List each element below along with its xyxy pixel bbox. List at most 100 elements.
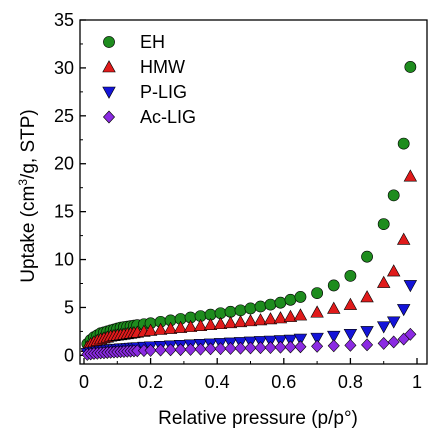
data-point <box>396 232 411 245</box>
data-point <box>386 316 401 329</box>
data-point <box>361 250 373 263</box>
data-point <box>310 332 324 345</box>
series-eh <box>81 61 417 350</box>
data-point <box>284 293 297 306</box>
data-point <box>234 341 247 355</box>
data-point <box>327 279 340 292</box>
legend-item: P-LIG <box>102 82 187 102</box>
data-point <box>360 290 374 303</box>
data-point <box>233 315 248 328</box>
y-axis-title-superscript: 3 <box>16 179 30 186</box>
y-tick-label: 20 <box>54 154 74 174</box>
data-point <box>164 343 177 357</box>
y-tick-label: 30 <box>54 58 74 78</box>
data-point <box>376 275 391 288</box>
data-point <box>163 321 178 334</box>
legend-marker <box>102 110 116 124</box>
data-point <box>263 312 278 325</box>
data-point <box>344 338 357 352</box>
data-point <box>377 336 390 350</box>
data-point <box>253 313 268 326</box>
x-axis-title: Relative pressure (p/p°) <box>158 408 358 429</box>
data-point <box>293 333 308 346</box>
legend-label: Ac-LIG <box>140 107 196 127</box>
data-point <box>223 315 238 329</box>
y-tick-label: 35 <box>54 10 74 30</box>
data-point <box>154 343 167 357</box>
data-point <box>293 308 308 321</box>
data-point <box>153 322 168 335</box>
data-point <box>274 340 287 354</box>
y-tick-label: 5 <box>64 297 74 317</box>
legend-label: EH <box>140 32 165 52</box>
data-point <box>244 302 257 315</box>
data-point <box>327 339 340 353</box>
data-point <box>254 300 267 313</box>
data-point <box>264 298 277 311</box>
data-point <box>294 291 307 303</box>
data-point <box>204 342 217 356</box>
data-point <box>193 318 208 331</box>
data-point <box>311 339 324 353</box>
data-point <box>403 280 418 293</box>
data-point <box>310 305 324 318</box>
y-axis-ticks: 0 5 10 15 20 25 30 35 <box>54 10 86 365</box>
y-axis-title: Uptake (cm3/g, STP) <box>16 109 39 283</box>
data-point <box>386 264 401 277</box>
legend-item: HMW <box>102 57 185 77</box>
legend-marker <box>102 60 116 73</box>
legend-item: EH <box>103 32 165 52</box>
y-axis-title-part-1: Uptake (cm <box>18 186 39 283</box>
legend: EH HMW P-LIG Ac-LIG <box>102 32 196 127</box>
plot-frame <box>79 19 428 365</box>
data-point <box>396 304 411 317</box>
data-point <box>244 341 257 355</box>
data-point <box>143 323 158 336</box>
x-axis-ticks: 0 0.2 0.4 0.6 0.8 1 <box>79 358 422 392</box>
series-ac-lig <box>81 327 417 361</box>
data-point <box>264 341 277 354</box>
data-point <box>376 321 391 334</box>
data-point <box>234 304 247 317</box>
data-point <box>284 340 297 354</box>
data-point <box>254 341 267 355</box>
data-point <box>283 309 298 322</box>
data-point <box>213 316 228 330</box>
legend-label: HMW <box>140 57 185 77</box>
y-tick-label: 0 <box>64 345 74 365</box>
data-point <box>224 342 237 355</box>
data-point <box>224 305 237 318</box>
x-tick-label: 0 <box>79 372 89 392</box>
data-point <box>327 330 341 344</box>
series-layer <box>80 61 418 361</box>
x-tick-label: 0.8 <box>338 372 363 392</box>
x-tick-label: 0.2 <box>138 372 163 392</box>
data-point <box>203 317 218 331</box>
data-point <box>404 61 417 73</box>
x-tick-label: 1 <box>412 372 422 392</box>
data-point <box>360 326 374 339</box>
y-axis-title-part-2: /g, STP) <box>18 109 39 179</box>
data-point <box>294 340 307 354</box>
data-point <box>273 311 288 324</box>
data-point <box>274 296 287 309</box>
data-point <box>343 297 358 310</box>
data-point <box>403 169 418 182</box>
data-point <box>327 301 341 314</box>
y-tick-label: 10 <box>54 250 74 270</box>
data-point <box>194 342 207 356</box>
y-tick-label: 25 <box>54 106 74 126</box>
data-point <box>311 287 324 299</box>
data-point <box>243 314 258 327</box>
x-tick-label: 0.4 <box>205 372 230 392</box>
data-point <box>344 269 357 282</box>
data-point <box>173 320 188 333</box>
data-point <box>377 218 390 231</box>
legend-label: P-LIG <box>140 82 187 102</box>
plot-border <box>79 19 428 365</box>
data-point <box>183 319 198 332</box>
data-point <box>214 342 227 356</box>
x-tick-label: 0.6 <box>271 372 296 392</box>
data-point <box>404 327 417 341</box>
